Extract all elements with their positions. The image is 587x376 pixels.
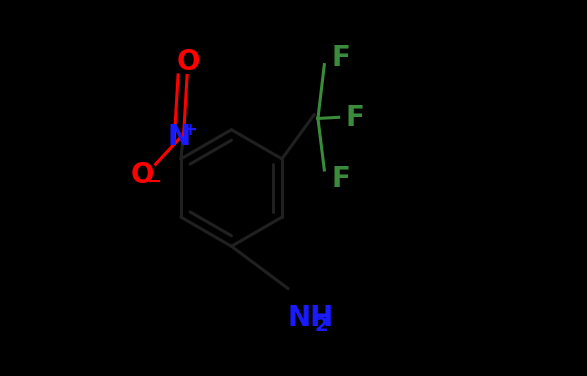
Text: O: O xyxy=(176,48,200,76)
Text: F: F xyxy=(332,44,350,72)
Text: F: F xyxy=(345,105,365,132)
Text: N: N xyxy=(167,123,191,151)
Text: +: + xyxy=(182,121,197,139)
Text: 2: 2 xyxy=(315,316,329,335)
Text: O: O xyxy=(131,161,154,189)
Text: F: F xyxy=(332,165,350,193)
Text: −: − xyxy=(146,173,161,191)
Text: NH: NH xyxy=(288,304,334,332)
